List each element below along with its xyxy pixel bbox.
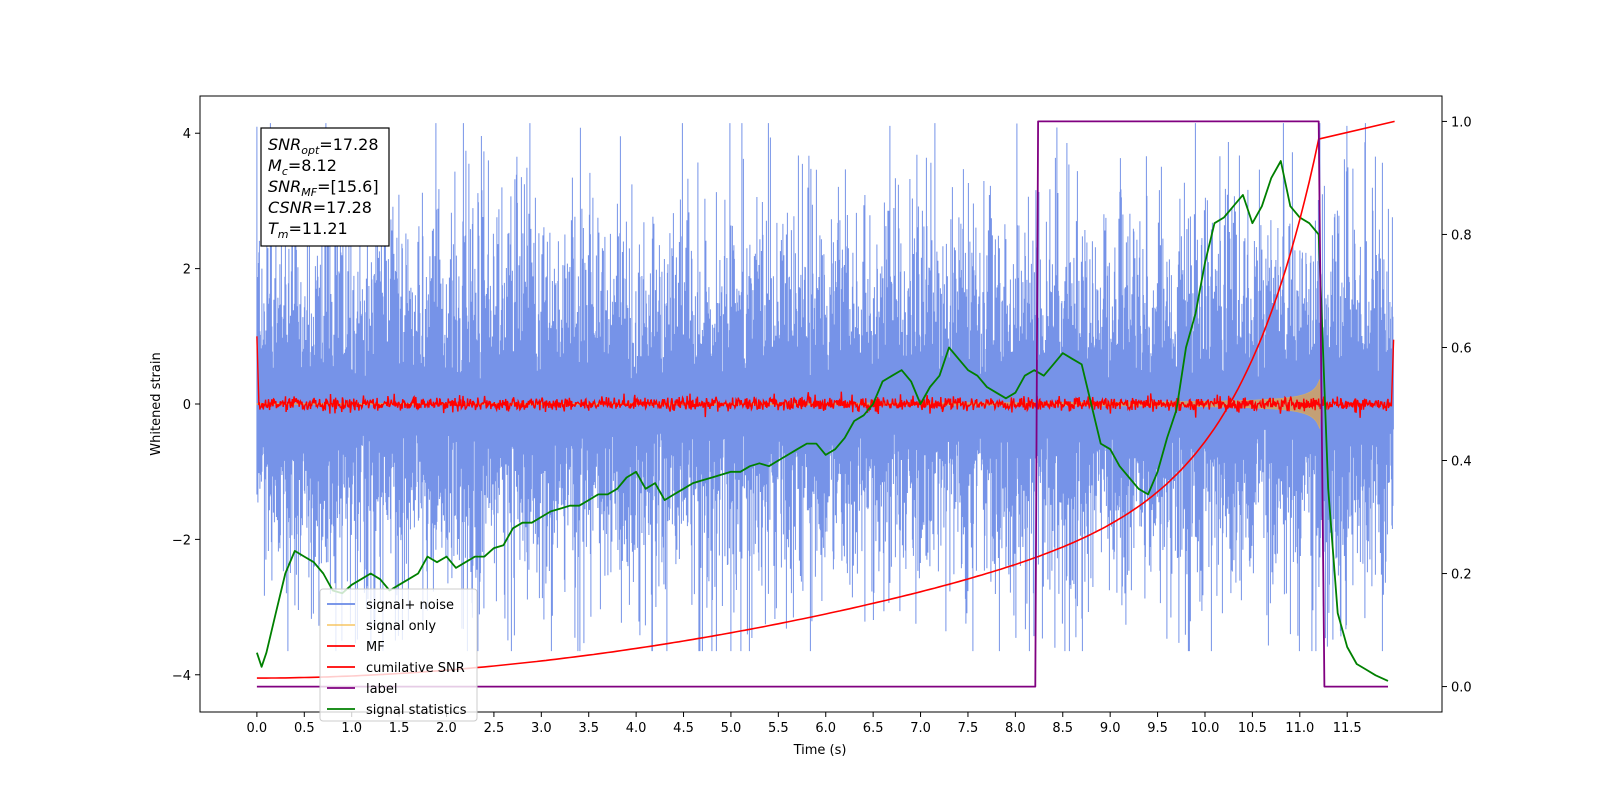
x-tick-label: 4.0 xyxy=(626,721,647,736)
legend-label: signal only xyxy=(366,619,436,634)
y2-tick-label: 0.8 xyxy=(1451,228,1472,243)
info-box-frame xyxy=(260,127,390,247)
info-box-line: SNRMF=[15.6] xyxy=(268,177,379,199)
x-axis: 0.0 0.5 1.0 1.5 2.0 2.5 3.0 3.5 4.0 4.5 5.0 5.5 6.0 6… xyxy=(247,712,1362,736)
legend-label: signal+ noise xyxy=(366,598,454,613)
signal-noise-line xyxy=(256,123,1394,652)
x-tick-label: 6.5 xyxy=(863,721,884,736)
x-tick-label: 0.5 xyxy=(294,721,315,736)
x-tick-label: 10.0 xyxy=(1191,721,1220,736)
legend: signal+ noise signal only MF cumilative SNR… xyxy=(319,588,478,722)
x-axis-label: Time (s) xyxy=(793,743,847,758)
y2-tick-label: 0.2 xyxy=(1451,568,1472,583)
legend-label: label xyxy=(366,682,397,697)
y-tick-label: −2 xyxy=(172,533,191,548)
y2-tick-label: 0.6 xyxy=(1451,341,1472,356)
x-tick-label: 6.0 xyxy=(815,721,836,736)
legend-frame xyxy=(319,588,478,722)
noise-layer xyxy=(256,123,1394,652)
x-tick-label: 3.0 xyxy=(531,721,552,736)
y-tick-label: 0 xyxy=(183,398,191,413)
signal-statistics-line xyxy=(256,160,1389,682)
x-tick-label: 1.5 xyxy=(389,721,410,736)
y2-tick-label: 1.0 xyxy=(1451,115,1472,130)
x-tick-label: 10.5 xyxy=(1238,721,1267,736)
x-tick-label: 3.5 xyxy=(578,721,599,736)
x-tick-label: 8.0 xyxy=(1005,721,1026,736)
x-tick-label: 7.5 xyxy=(958,721,979,736)
x-tick-label: 2.5 xyxy=(484,721,505,736)
info-box-line: SNRopt=17.28 xyxy=(268,135,379,157)
x-tick-label: 5.5 xyxy=(768,721,789,736)
x-tick-label: 7.0 xyxy=(910,721,931,736)
x-tick-label: 9.0 xyxy=(1100,721,1121,736)
y-tick-label: 4 xyxy=(183,127,191,142)
info-box-line: Tm=11.21 xyxy=(268,219,348,241)
x-tick-label: 11.0 xyxy=(1285,721,1314,736)
info-box-line: Mc=8.12 xyxy=(268,156,337,178)
mf-layer xyxy=(256,336,1395,418)
label-line xyxy=(256,120,1388,688)
x-tick-label: 4.5 xyxy=(673,721,694,736)
x-tick-label: 8.5 xyxy=(1052,721,1073,736)
y-tick-label: −4 xyxy=(172,669,191,684)
y-axis-label: Whitened strain xyxy=(149,352,164,455)
x-tick-label: 0.0 xyxy=(247,721,268,736)
x-tick-label: 2.0 xyxy=(436,721,457,736)
info-box: SNRopt=17.28Mc=8.12SNRMF=[15.6]CSNR=17.2… xyxy=(260,127,390,247)
y-axis-left: −4 −2 0 2 4 xyxy=(172,127,200,684)
y2-tick-label: 0.0 xyxy=(1451,681,1472,696)
legend-label: signal statistics xyxy=(366,703,467,718)
x-tick-label: 1.0 xyxy=(341,721,362,736)
x-tick-label: 9.5 xyxy=(1147,721,1168,736)
x-tick-label: 5.0 xyxy=(721,721,742,736)
y-tick-label: 2 xyxy=(183,263,191,278)
legend-label: cumilative SNR xyxy=(366,661,465,676)
info-box-line: CSNR=17.28 xyxy=(268,198,372,217)
y-axis-right: 0.0 0.2 0.4 0.6 0.8 1.0 xyxy=(1442,115,1472,696)
y2-tick-label: 0.4 xyxy=(1451,455,1472,470)
mf-line xyxy=(256,336,1395,418)
x-tick-label: 11.5 xyxy=(1333,721,1362,736)
legend-label: MF xyxy=(366,640,385,655)
